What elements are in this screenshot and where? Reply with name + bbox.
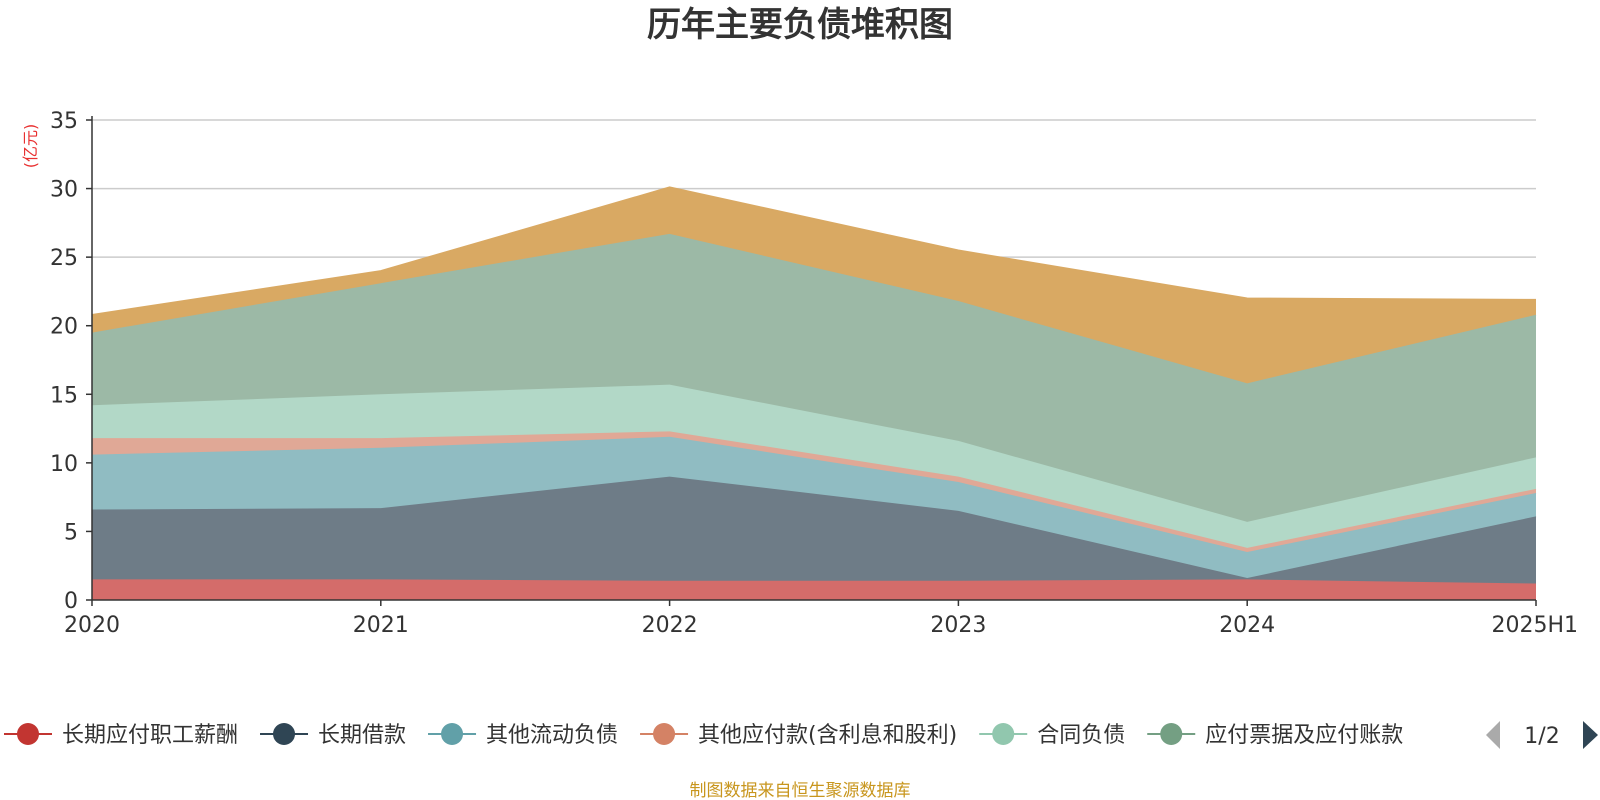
legend: 长期应付职工薪酬 长期借款 其他流动负债 其他应付款(含利息和股利) 合同负债 应付票据及… <box>4 723 1403 748</box>
legend-item[interactable]: 合同负债 <box>979 723 1125 748</box>
legend-item[interactable]: 长期应付职工薪酬 <box>4 723 238 748</box>
y-tick-label: 5 <box>64 520 78 545</box>
legend-circle-marker <box>17 723 39 745</box>
x-tick-label: 2020 <box>64 613 120 638</box>
y-tick-label: 20 <box>50 315 78 340</box>
chart-title: 历年主要负债堆积图 <box>647 5 953 45</box>
legend-pager: 1/2 <box>1486 721 1598 749</box>
x-tick-label: 2023 <box>930 613 986 638</box>
legend-item[interactable]: 应付票据及应付账款 <box>1147 723 1403 748</box>
legend-label: 应付票据及应付账款 <box>1205 723 1403 748</box>
x-tick-label: 2021 <box>353 613 409 638</box>
stacked-areas <box>91 186 1537 600</box>
y-tick-label: 25 <box>50 246 78 271</box>
area-series-3 <box>92 431 1536 552</box>
legend-next-page-icon[interactable] <box>1583 721 1598 749</box>
legend-label: 长期应付职工薪酬 <box>62 723 238 748</box>
legend-circle-marker <box>441 723 464 745</box>
area-edge-6 <box>91 186 1537 316</box>
x-tick-label: 2024 <box>1219 613 1275 638</box>
legend-item[interactable]: 长期借款 <box>260 723 406 748</box>
legend-circle-marker <box>1160 723 1183 745</box>
legend-prev-page-icon[interactable] <box>1486 721 1500 749</box>
x-tick-label: 2025H1 <box>1491 613 1578 638</box>
legend-label: 其他流动负债 <box>486 723 618 748</box>
y-axis-unit-label: (亿元) <box>21 124 40 169</box>
y-tick-label: 0 <box>64 589 78 614</box>
legend-label: 其他应付款(含利息和股利) <box>698 723 957 748</box>
area-series-4 <box>92 384 1536 548</box>
legend-circle-marker <box>273 723 296 745</box>
legend-page-indicator: 1/2 <box>1524 724 1559 749</box>
area-series-6 <box>92 187 1536 384</box>
legend-label: 长期借款 <box>318 723 406 748</box>
area-series-5 <box>92 233 1536 522</box>
area-series-0 <box>92 579 1536 600</box>
area-series-2 <box>92 436 1536 579</box>
axes: 0 5 10 15 20 25 30 35 2020 2021 2022 2023 2024 2025H1 <box>50 109 1578 638</box>
y-tick-label: 15 <box>50 383 78 408</box>
y-tick-label: 35 <box>50 109 78 134</box>
legend-circle-marker <box>992 723 1015 745</box>
legend-label: 合同负债 <box>1037 723 1125 748</box>
legend-item[interactable]: 其他应付款(含利息和股利) <box>640 723 957 748</box>
legend-circle-marker <box>653 723 676 745</box>
y-tick-label: 10 <box>50 452 78 477</box>
area-series-1 <box>92 476 1536 584</box>
data-source-note: 制图数据来自恒生聚源数据库 <box>690 781 911 800</box>
legend-items: 长期应付职工薪酬 长期借款 其他流动负债 其他应付款(含利息和股利) 合同负债 应付票据及… <box>4 723 1403 748</box>
legend-item[interactable]: 其他流动负债 <box>428 723 618 748</box>
y-tick-label: 30 <box>50 178 78 203</box>
x-tick-label: 2022 <box>642 613 698 638</box>
